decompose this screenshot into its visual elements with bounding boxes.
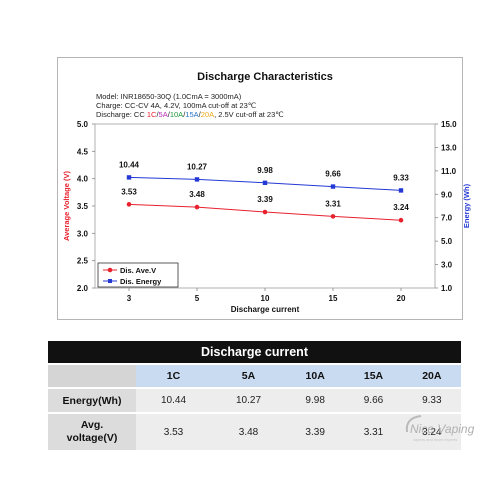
right-tick-label: 7.0	[441, 214, 453, 223]
x-axis-title: Discharge current	[231, 305, 300, 314]
series-layer: 3.53 3.48 3.39 3.31 3.24 10.44 10.27 9.98 9.66 9.…	[119, 160, 409, 223]
voltage-data-label: 3.48	[189, 190, 205, 199]
voltage-data-label: 3.31	[325, 199, 341, 208]
energy-point	[330, 184, 336, 189]
right-tick-label: 15.0	[441, 120, 457, 129]
left-tick-label: 4.5	[77, 147, 89, 156]
right-tick-label: 5.0	[441, 237, 453, 246]
table-cell: 3.31	[344, 412, 403, 450]
chart-title: Discharge Characteristics	[197, 71, 333, 83]
x-tick-label: 3	[127, 294, 132, 303]
table-cell: 9.33	[402, 387, 461, 413]
table-cell: 9.66	[344, 387, 403, 413]
table-row: Energy(Wh) 10.44 10.27 9.98 9.66 9.33	[48, 387, 461, 413]
table-cell: 10.27	[211, 387, 286, 413]
table-row-label: Avg. voltage(V)	[48, 412, 136, 450]
discharge-note-suffix: , 2.5V cut-off at 23℃	[214, 110, 284, 119]
table-col-header: 1C	[136, 363, 211, 388]
energy-data-label: 10.44	[119, 160, 140, 169]
legend-marker-energy	[108, 279, 112, 283]
right-tick-label: 3.0	[441, 261, 453, 270]
discharge-note-rate: 5A	[159, 110, 168, 119]
table-row: Avg. voltage(V) 3.53 3.48 3.39 3.31 3.24	[48, 412, 461, 450]
voltage-data-label: 3.24	[393, 203, 409, 212]
chart-note-model: Model: INR18650-30Q (1.0CmA = 3000mA)	[96, 92, 242, 101]
right-axis-title: Energy (Wh)	[462, 183, 471, 228]
legend-label-energy: Dis. Energy	[120, 277, 162, 286]
table-col-header: 15A	[344, 363, 403, 388]
energy-point	[398, 188, 404, 193]
discharge-note-rate: /	[168, 110, 171, 119]
legend: Dis. Ave.V Dis. Energy	[97, 262, 179, 288]
voltage-point	[126, 202, 132, 207]
table-col-header: 5A	[211, 363, 286, 388]
left-axis-title: Average Voltage (V)	[62, 170, 71, 241]
energy-data-label: 9.98	[257, 166, 273, 175]
right-tick-label: 1.0	[441, 284, 453, 293]
table-cell: 3.48	[211, 412, 286, 450]
energy-data-label: 10.27	[187, 162, 208, 171]
legend-marker-voltage	[107, 267, 113, 273]
voltage-data-label: 3.53	[121, 187, 137, 196]
left-tick-label: 2.0	[77, 284, 89, 293]
discharge-note-prefix: Discharge: CC	[96, 110, 147, 119]
discharge-note-rate: /	[183, 110, 186, 119]
voltage-point	[262, 209, 268, 215]
chart-note-discharge: Discharge: CC 1C/5A/10A/15A/20A, 2.5V cu…	[96, 110, 284, 119]
watermark-logo: Nice Vaping vapers and more experts	[405, 415, 475, 442]
legend-label-voltage: Dis. Ave.V	[120, 266, 156, 275]
table-title: Discharge current	[48, 341, 461, 364]
chart-note-charge: Charge: CC-CV 4A, 4.2V, 100mA cut-off at…	[96, 101, 257, 110]
discharge-note-rate: 10A	[170, 110, 183, 119]
right-tick-label: 13.0	[441, 143, 457, 152]
energy-data-label: 9.66	[325, 170, 341, 179]
x-tick-label: 10	[261, 294, 270, 303]
x-tick-label: 20	[397, 294, 406, 303]
left-tick-label: 4.0	[77, 175, 89, 184]
watermark-tagline: vapers and more experts	[413, 437, 457, 442]
voltage-point	[194, 204, 200, 210]
table-col-header: 20A	[402, 363, 461, 388]
left-axis-ticks: 2.0 2.5 3.0 3.5 4.0 4.5 5.0	[77, 120, 95, 293]
right-tick-label: 9.0	[441, 190, 453, 199]
plot-area	[94, 123, 436, 289]
energy-point	[262, 180, 268, 186]
table-cell: 10.44	[136, 387, 211, 413]
discharge-note-rate: 1C	[147, 110, 157, 119]
voltage-data-label: 3.39	[257, 195, 273, 204]
left-tick-label: 3.5	[77, 202, 89, 211]
table-cell: 3.53	[136, 412, 211, 450]
right-axis-ticks: 1.0 3.0 5.0 7.0 9.0 11.0 13.0 15.0	[435, 120, 457, 293]
table-col-header: 10A	[286, 363, 345, 388]
table-corner	[48, 363, 136, 388]
x-axis-ticks: 3 5 10 15 20	[127, 288, 406, 303]
x-tick-label: 5	[195, 294, 200, 303]
discharge-note-rate: 15A	[185, 110, 198, 119]
table-cell: 9.98	[286, 387, 345, 413]
energy-data-label: 9.33	[393, 173, 409, 182]
discharge-table: Discharge current 1C 5A 10A 15A 20A Ener…	[48, 341, 461, 450]
discharge-note-rate: 20A	[201, 110, 214, 119]
watermark-text: Nice Vaping	[410, 422, 475, 436]
voltage-point	[330, 214, 336, 219]
table-cell: 3.39	[286, 412, 345, 450]
left-tick-label: 3.0	[77, 229, 89, 238]
left-tick-label: 5.0	[77, 120, 89, 129]
voltage-point	[398, 217, 404, 223]
left-tick-label: 2.5	[77, 257, 89, 266]
energy-point	[126, 175, 132, 180]
energy-point	[194, 177, 200, 182]
table-row-label: Energy(Wh)	[48, 387, 136, 413]
x-tick-label: 15	[329, 294, 338, 303]
discharge-note-rate: /	[156, 110, 159, 119]
right-tick-label: 11.0	[441, 167, 457, 176]
watermark-swoosh-icon	[405, 415, 422, 433]
discharge-note-rate: /	[199, 110, 202, 119]
